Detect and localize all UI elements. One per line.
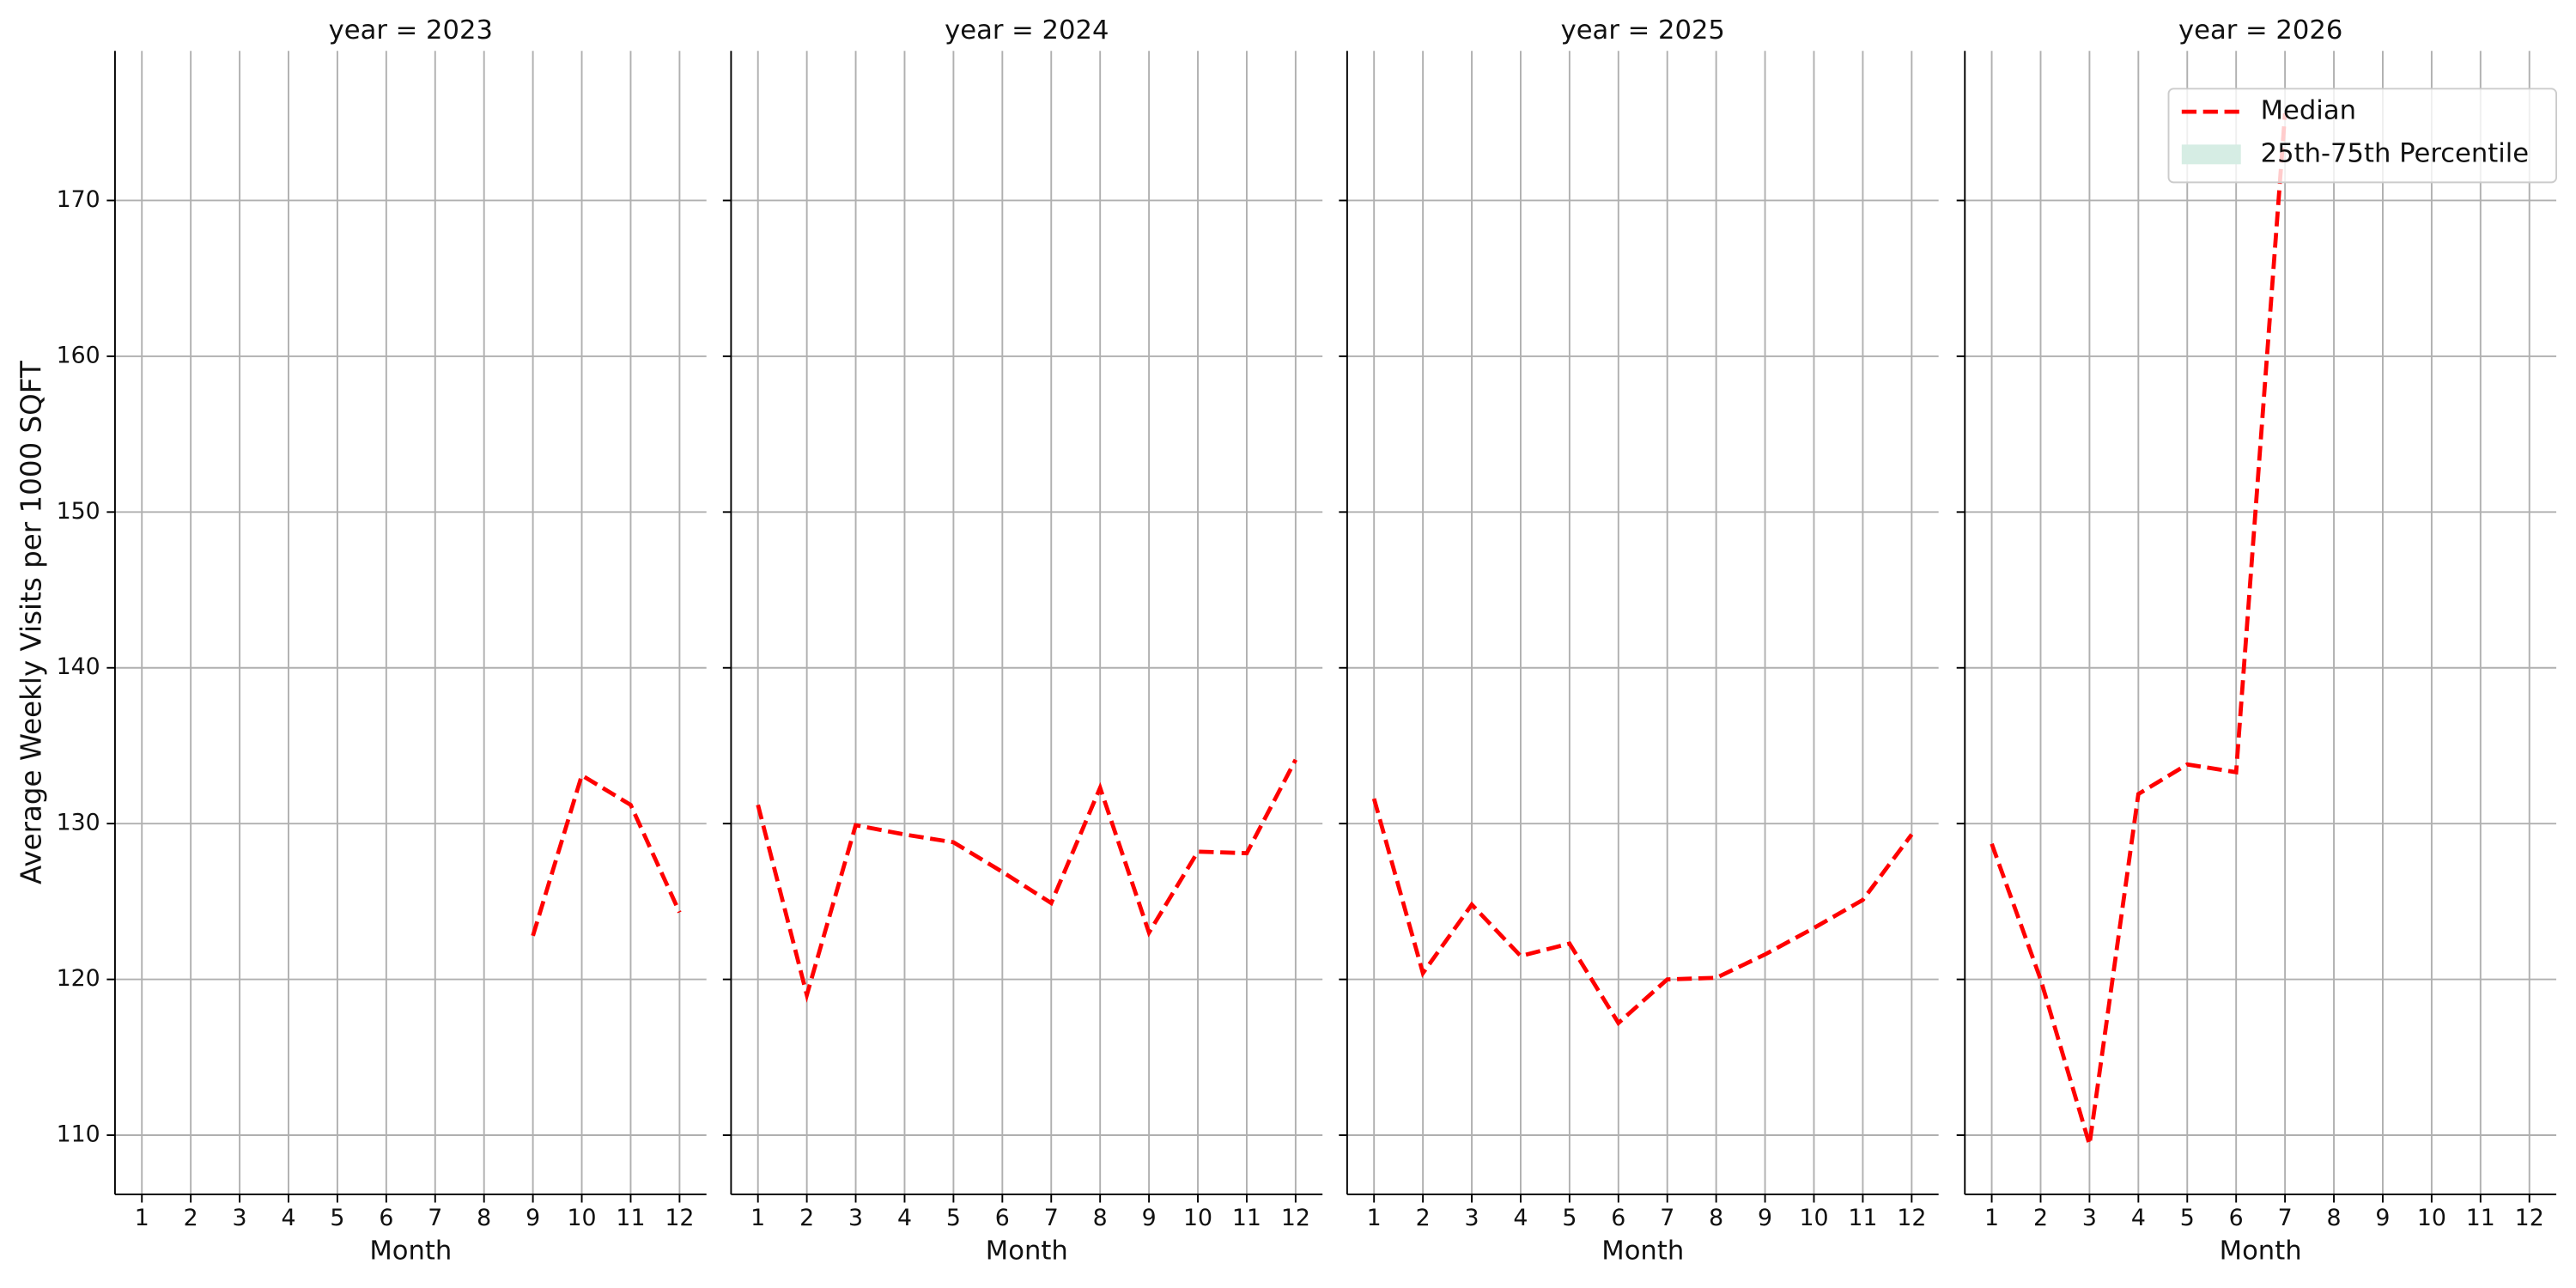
x-tick-label: 11 [1232,1205,1261,1231]
x-tick-label: 2 [799,1205,814,1231]
y-tick-label: 140 [57,653,100,680]
x-tick-label: 9 [526,1205,540,1231]
x-tick-label: 4 [281,1205,295,1231]
x-tick-label: 4 [1513,1205,1528,1231]
legend-box [2167,88,2557,184]
x-tick-label: 3 [2082,1205,2097,1231]
y-axis-label: Average Weekly Visits per 1000 SQFT [15,361,47,884]
x-axis-label: Month [986,1236,1068,1266]
panel-title: year = 2026 [2178,15,2342,46]
x-axis-label: Month [1601,1236,1684,1266]
y-tick-label: 130 [57,810,100,836]
x-tick-label: 7 [1044,1205,1059,1231]
median-line [756,758,1297,1003]
x-tick-label: 7 [2278,1205,2293,1231]
x-tick-label: 3 [1465,1205,1479,1231]
x-tick-label: 8 [1093,1205,1108,1231]
x-tick-label: 10 [2417,1205,2446,1231]
x-tick-label: 9 [1142,1205,1157,1231]
x-tick-label: 8 [1709,1205,1723,1231]
x-tick-label: 6 [379,1205,393,1231]
x-tick-label: 10 [1183,1205,1212,1231]
y-tick-label: 170 [57,186,100,213]
x-tick-label: 1 [135,1205,149,1231]
x-tick-label: 3 [233,1205,247,1231]
x-tick-label: 9 [2375,1205,2390,1231]
legend-label: 25th-75th Percentile [2261,138,2530,168]
x-tick-label: 5 [2180,1205,2195,1231]
x-tick-label: 11 [1848,1205,1877,1231]
x-tick-label: 2 [184,1205,198,1231]
x-tick-label: 12 [665,1205,694,1231]
x-tick-label: 1 [1984,1205,1999,1231]
x-tick-label: 10 [568,1205,597,1231]
x-tick-label: 5 [330,1205,344,1231]
y-tick-label: 120 [57,965,100,992]
x-tick-label: 9 [1758,1205,1772,1231]
x-tick-label: 6 [995,1205,1010,1231]
x-tick-label: 12 [2515,1205,2544,1231]
x-tick-label: 7 [428,1205,442,1231]
x-tick-label: 4 [2131,1205,2146,1231]
x-tick-label: 1 [750,1205,765,1231]
legend-label: Median [2261,96,2356,126]
x-tick-label: 7 [1660,1205,1674,1231]
y-tick-label: 110 [57,1121,100,1148]
panel-title: year = 2024 [945,15,1109,46]
x-tick-label: 11 [2466,1205,2495,1231]
x-tick-label: 5 [946,1205,961,1231]
x-axis-label: Month [2220,1236,2302,1266]
panel-title: year = 2023 [329,15,493,46]
x-tick-label: 8 [477,1205,491,1231]
legend-patch [2181,144,2241,165]
x-tick-label: 6 [1611,1205,1625,1231]
x-tick-label: 12 [1897,1205,1926,1231]
median-line [531,772,682,937]
panel-title: year = 2025 [1561,15,1725,46]
median-line [1990,112,2287,1145]
x-tick-label: 1 [1367,1205,1382,1231]
x-tick-label: 10 [1799,1205,1828,1231]
x-tick-label: 2 [1416,1205,1431,1231]
x-tick-label: 2 [2033,1205,2048,1231]
median-line [1371,798,1914,1027]
x-tick-label: 5 [1562,1205,1577,1231]
x-axis-label: Month [369,1236,452,1266]
y-tick-label: 150 [57,498,100,525]
x-tick-label: 11 [616,1205,645,1231]
x-tick-label: 3 [848,1205,863,1231]
x-tick-label: 6 [2229,1205,2244,1231]
x-tick-label: 12 [1281,1205,1310,1231]
x-tick-label: 4 [897,1205,912,1231]
x-tick-label: 8 [2327,1205,2342,1231]
y-tick-label: 160 [57,342,100,368]
